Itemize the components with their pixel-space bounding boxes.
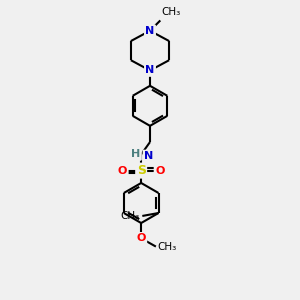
Text: O: O — [118, 166, 127, 176]
Text: N: N — [143, 151, 153, 160]
Text: H: H — [131, 149, 140, 159]
Text: N: N — [146, 26, 154, 36]
Text: N: N — [146, 65, 154, 76]
Text: CH₃: CH₃ — [162, 7, 181, 17]
Text: S: S — [137, 164, 146, 177]
Text: O: O — [155, 166, 164, 176]
Text: CH₃: CH₃ — [121, 211, 140, 221]
Text: CH₃: CH₃ — [158, 242, 177, 252]
Text: O: O — [136, 233, 146, 243]
